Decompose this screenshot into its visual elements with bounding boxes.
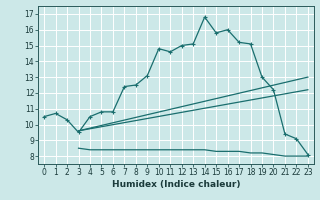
X-axis label: Humidex (Indice chaleur): Humidex (Indice chaleur) [112,180,240,189]
